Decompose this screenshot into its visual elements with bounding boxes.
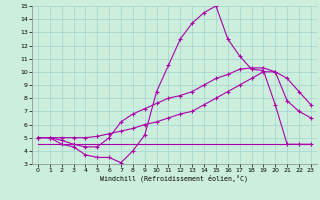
X-axis label: Windchill (Refroidissement éolien,°C): Windchill (Refroidissement éolien,°C) xyxy=(100,175,248,182)
